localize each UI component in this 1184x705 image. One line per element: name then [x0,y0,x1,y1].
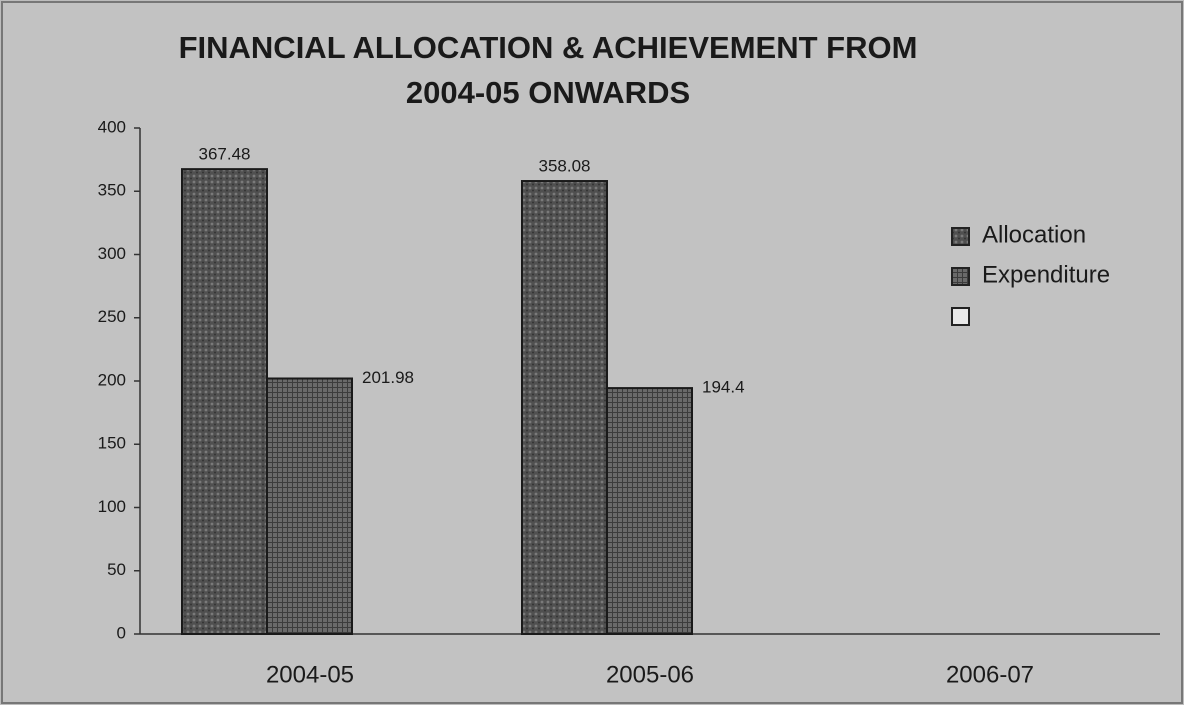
y-tick-label: 350 [98,181,126,200]
y-tick-label: 400 [98,117,126,136]
legend-swatch [951,267,970,286]
y-tick-label: 250 [98,307,126,326]
y-tick-label: 50 [107,560,126,579]
chart-title: FINANCIAL ALLOCATION & ACHIEVEMENT FROM [179,30,918,65]
y-tick-label: 200 [98,370,126,389]
bar [521,180,608,635]
y-tick-label: 0 [117,623,126,642]
data-label: 194.4 [702,378,745,397]
y-tick-label: 100 [98,497,126,516]
legend-swatch [951,227,970,246]
legend-label: Expenditure [982,261,1110,288]
data-label: 367.48 [199,145,251,164]
legend-swatch-empty [951,307,970,326]
x-tick-label: 2005-06 [606,661,694,688]
bar [266,377,353,635]
y-tick-label: 150 [98,434,126,453]
bar [181,168,268,636]
x-tick-label: 2006-07 [946,661,1034,688]
y-tick-label: 300 [98,244,126,263]
legend-label: Allocation [982,221,1086,248]
chart-title: 2004-05 ONWARDS [406,75,690,110]
data-label: 358.08 [539,157,591,176]
bar [606,387,693,636]
data-label: 201.98 [362,368,414,387]
x-tick-label: 2004-05 [266,661,354,688]
